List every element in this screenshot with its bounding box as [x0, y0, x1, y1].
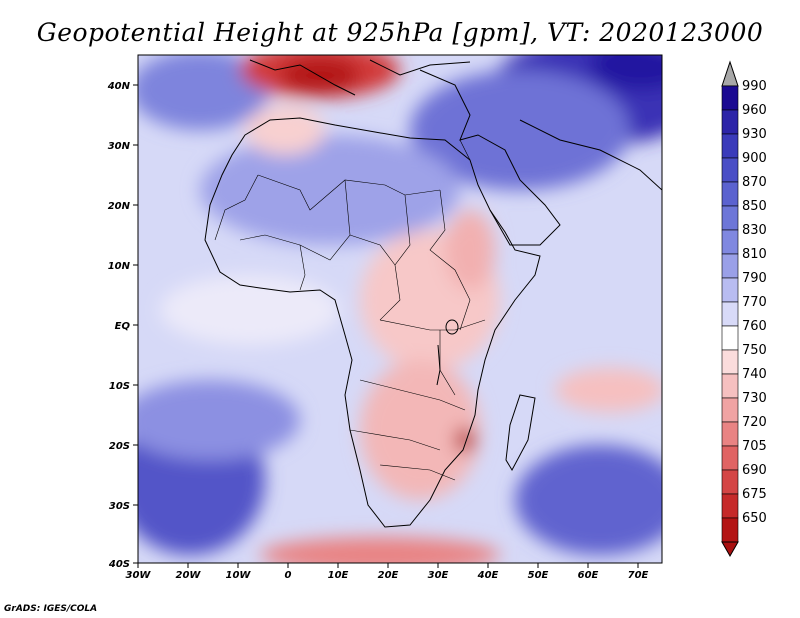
turkey-coastline [369, 59, 471, 76]
colorbar-segment [721, 325, 739, 351]
colorbar-segment [721, 157, 739, 183]
madagascar-coastline [505, 394, 536, 472]
colorbar-top-arrow [721, 60, 739, 87]
colorbar-label: 900 [742, 151, 767, 166]
field-blob-nw-africa [245, 105, 325, 155]
lon-labels: 30W 20W 10W 0 10E 20E 30E 40E 50E 60E 70… [126, 570, 649, 581]
colorbar-segment [721, 85, 739, 111]
colorbar-label: 850 [742, 199, 767, 214]
lon-label: 10E [328, 570, 349, 581]
lon-label: 60E [578, 570, 599, 581]
colorbar-segment [721, 109, 739, 135]
colorbar-label: 675 [742, 487, 767, 502]
field-blob-mediterranean-core [280, 57, 360, 93]
height-field [138, 55, 662, 563]
lat-label: 30N [108, 141, 131, 152]
colorbar-segment [721, 517, 739, 543]
lon-label: 30E [428, 570, 449, 581]
colorbar-bottom-arrow [721, 541, 739, 558]
field-blob-east-africa [445, 210, 495, 290]
lon-label: 10W [226, 570, 252, 581]
colorbar-label: 730 [742, 391, 767, 406]
colorbar-labels: 990 960 930 900 870 850 830 810 790 770 760 750 740 7… [742, 79, 767, 526]
colorbar-label: 720 [742, 415, 767, 430]
field-blob-asia-core [590, 55, 662, 90]
coastlines [204, 59, 662, 528]
colorbar-label: 650 [742, 511, 767, 526]
colorbar: 990 960 930 900 870 850 830 810 790 770 760 750 740 7… [721, 60, 767, 558]
lon-label: 70E [628, 570, 649, 581]
iran-coastline [519, 119, 662, 191]
colorbar-label: 870 [742, 175, 767, 190]
field-blob-sahara [200, 135, 460, 245]
colorbar-segments [721, 85, 739, 543]
field-blob-southern-low [260, 537, 500, 563]
axis-ticks [133, 84, 639, 568]
field-blob-indian-ocean [515, 445, 662, 555]
lon-label: 20E [378, 570, 399, 581]
lat-label: EQ [115, 321, 131, 332]
country-borders [214, 139, 486, 481]
lat-label: 40S [108, 559, 130, 570]
lon-label: 20W [176, 570, 202, 581]
lon-label: 30W [126, 570, 152, 581]
colorbar-segment [721, 277, 739, 303]
lat-label: 30S [109, 501, 130, 512]
colorbar-label: 790 [742, 271, 767, 286]
map-title: Geopotential Height at 925hPa [gpm], VT:… [36, 18, 764, 47]
colorbar-segment [721, 253, 739, 279]
colorbar-segment [721, 421, 739, 447]
field-blob-atlantic-north [138, 55, 270, 130]
colorbar-label: 960 [742, 103, 767, 118]
colorbar-label: 930 [742, 127, 767, 142]
plot-frame [137, 54, 663, 564]
lat-labels: 40N 30N 20N 10N EQ 10S 20S 30S 40S [107, 81, 131, 570]
arabia-coastline [419, 69, 561, 246]
lat-label: 10S [109, 381, 130, 392]
field-blob-gulf-guinea [160, 275, 340, 345]
colorbar-segment [721, 493, 739, 519]
colorbar-label: 750 [742, 343, 767, 358]
colorbar-segment [721, 133, 739, 159]
lon-label: 40E [477, 570, 499, 581]
lon-label: 50E [528, 570, 549, 581]
europe-coastline [249, 59, 356, 96]
africa-coastline [204, 117, 541, 528]
colorbar-segment [721, 205, 739, 231]
lat-label: 20N [108, 201, 131, 212]
colorbar-segment [721, 397, 739, 423]
colorbar-label: 770 [742, 295, 767, 310]
colorbar-segment [721, 349, 739, 375]
colorbar-segment [721, 301, 739, 327]
colorbar-label: 705 [742, 439, 767, 454]
lat-label: 40N [107, 81, 131, 92]
colorbar-label: 990 [742, 79, 767, 94]
field-blob-indian-low [555, 368, 662, 412]
colorbar-label: 740 [742, 367, 767, 382]
field-blob-mideast [410, 70, 630, 190]
colorbar-segment [721, 445, 739, 471]
colorbar-segment [721, 181, 739, 207]
lon-label: 0 [285, 570, 292, 581]
credit-label: GrADS: IGES/COLA [4, 604, 98, 614]
lat-label: 10N [108, 261, 131, 272]
field-blob-atlantic-mid [138, 380, 300, 460]
lat-label: 20S [109, 441, 130, 452]
colorbar-segment [721, 469, 739, 495]
field-blob-mozambique [455, 428, 475, 452]
colorbar-label: 810 [742, 247, 767, 262]
colorbar-label: 760 [742, 319, 767, 334]
colorbar-label: 830 [742, 223, 767, 238]
colorbar-segment [721, 373, 739, 399]
lakes [436, 319, 459, 386]
colorbar-segment [721, 229, 739, 255]
colorbar-label: 690 [742, 463, 767, 478]
